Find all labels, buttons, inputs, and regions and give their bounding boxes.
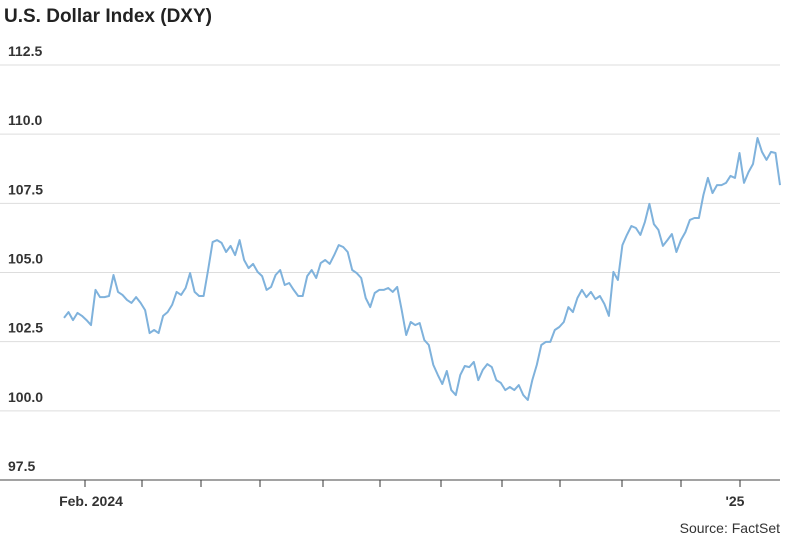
source: Source: FactSet (680, 520, 780, 536)
y-tick-label: 112.5 (8, 43, 42, 59)
y-tick-label: 100.0 (8, 389, 43, 405)
y-tick-label: 97.5 (8, 458, 35, 474)
line (63, 137, 781, 401)
chart-title: U.S. Dollar Index (DXY) (4, 6, 212, 27)
y-tick-label: 110.0 (8, 112, 42, 128)
month-ticks (84, 480, 741, 487)
x-tick-label: '25 (726, 493, 745, 509)
x-tick-label: Feb. 2024 (59, 493, 123, 509)
y-tick-label: 107.5 (8, 181, 43, 197)
y-tick-label: 102.5 (8, 320, 43, 336)
y-tick-label: 105.0 (8, 251, 43, 267)
